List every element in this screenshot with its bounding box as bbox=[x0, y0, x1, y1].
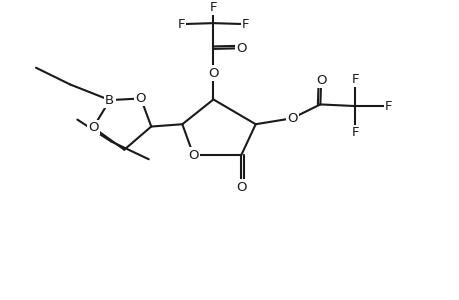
Text: F: F bbox=[384, 100, 392, 112]
Text: O: O bbox=[208, 67, 218, 80]
Text: B: B bbox=[105, 94, 114, 106]
Text: F: F bbox=[177, 18, 185, 31]
Text: F: F bbox=[351, 73, 358, 86]
Text: O: O bbox=[188, 149, 198, 162]
Text: O: O bbox=[315, 74, 326, 87]
Text: O: O bbox=[135, 92, 146, 105]
Text: O: O bbox=[235, 42, 246, 55]
Text: F: F bbox=[241, 18, 249, 31]
Text: F: F bbox=[351, 126, 358, 139]
Text: O: O bbox=[235, 181, 246, 194]
Text: O: O bbox=[88, 121, 98, 134]
Text: O: O bbox=[286, 112, 297, 125]
Text: F: F bbox=[209, 1, 217, 14]
